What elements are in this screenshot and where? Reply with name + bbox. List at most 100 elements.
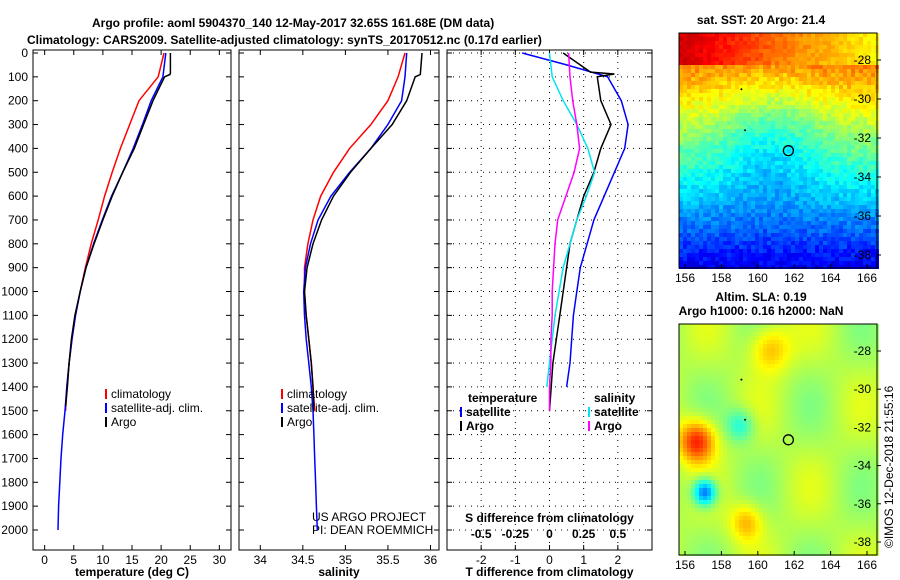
map-cell — [811, 117, 815, 121]
map-cell — [755, 448, 759, 452]
map-cell — [679, 253, 683, 257]
map-cell — [679, 125, 683, 129]
map-cell — [771, 81, 775, 85]
map-cell — [831, 89, 835, 93]
map-cell — [827, 209, 831, 213]
map-cell — [711, 368, 715, 372]
map-cell — [703, 344, 707, 348]
map-cell — [715, 197, 719, 201]
map-cell — [827, 392, 831, 396]
map-cell — [819, 201, 823, 205]
map-cell — [851, 436, 855, 440]
map-cell — [811, 336, 815, 340]
map-cell — [751, 53, 755, 57]
map-cell — [807, 432, 811, 436]
map-cell — [859, 245, 863, 249]
map-cell — [783, 257, 787, 261]
map-cell — [699, 412, 703, 416]
map-cell — [715, 41, 719, 45]
map-cell — [823, 412, 827, 416]
map-cell — [851, 169, 855, 173]
map-cell — [823, 177, 827, 181]
map-cell — [699, 93, 703, 97]
map-cell — [719, 177, 723, 181]
map-cell — [731, 336, 735, 340]
map-cell — [739, 193, 743, 197]
map-cell — [803, 444, 807, 448]
map-cell — [871, 89, 875, 93]
map-cell — [723, 169, 727, 173]
map-cell — [835, 225, 839, 229]
map-cell — [731, 352, 735, 356]
map-cell — [803, 137, 807, 141]
map-cell — [747, 384, 751, 388]
map-cell — [767, 193, 771, 197]
map-cell — [691, 372, 695, 376]
map-cell — [807, 225, 811, 229]
map-cell — [699, 428, 703, 432]
map-cell — [755, 456, 759, 460]
map-cell — [819, 217, 823, 221]
map-cell — [843, 332, 847, 336]
map-cell — [827, 261, 831, 265]
map-cell — [707, 424, 711, 428]
map-cell — [691, 229, 695, 233]
map-cell — [815, 332, 819, 336]
map-cell — [815, 133, 819, 137]
map-cell — [775, 332, 779, 336]
map-cell — [759, 61, 763, 65]
map-cell — [711, 65, 715, 69]
map-cell — [807, 69, 811, 73]
map-cell — [711, 161, 715, 165]
map-cell — [871, 61, 875, 65]
map-cell — [771, 376, 775, 380]
map-cell — [779, 169, 783, 173]
map-cell — [759, 420, 763, 424]
map-cell — [863, 344, 867, 348]
map-cell — [835, 344, 839, 348]
map-cell — [775, 380, 779, 384]
map-cell — [807, 384, 811, 388]
map-cell — [719, 448, 723, 452]
map-cell — [843, 217, 847, 221]
map-cell — [843, 141, 847, 145]
map-cell — [699, 41, 703, 45]
map-cell — [855, 265, 859, 269]
map-cell — [763, 404, 767, 408]
map-cell — [727, 153, 731, 157]
map-cell — [735, 424, 739, 428]
map-cell — [719, 368, 723, 372]
map-cell — [787, 368, 791, 372]
map-cell — [799, 209, 803, 213]
map-cell — [715, 388, 719, 392]
map-cell — [735, 332, 739, 336]
map-cell — [703, 428, 707, 432]
map-cell — [727, 173, 731, 177]
map-cell — [823, 89, 827, 93]
map-cell — [715, 57, 719, 61]
map-cell — [759, 360, 763, 364]
map-cell — [683, 348, 687, 352]
map-cell — [687, 97, 691, 101]
map-cell — [815, 213, 819, 217]
map-cell — [719, 61, 723, 65]
map-cell — [807, 153, 811, 157]
map-cell — [863, 45, 867, 49]
map-cell — [691, 368, 695, 372]
map-cell — [863, 73, 867, 77]
map-cell — [695, 153, 699, 157]
map-cell — [831, 440, 835, 444]
map-cell — [811, 237, 815, 241]
map-cell — [831, 424, 835, 428]
map-cell — [831, 416, 835, 420]
map-cell — [767, 69, 771, 73]
map-cell — [871, 205, 875, 209]
map-cell — [847, 153, 851, 157]
map-cell — [711, 97, 715, 101]
map-cell — [803, 249, 807, 253]
map-cell — [727, 117, 731, 121]
map-cell — [679, 412, 683, 416]
map-cell — [831, 257, 835, 261]
map-cell — [855, 89, 859, 93]
map-cell — [695, 149, 699, 153]
